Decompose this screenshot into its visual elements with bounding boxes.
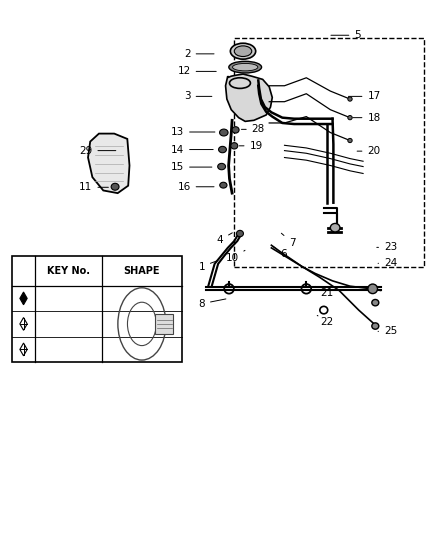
Text: 3: 3 — [184, 91, 212, 101]
Ellipse shape — [348, 116, 352, 120]
Ellipse shape — [232, 127, 239, 133]
Text: 24: 24 — [378, 259, 397, 268]
Bar — [12, 256, 182, 362]
Ellipse shape — [330, 223, 340, 232]
Ellipse shape — [372, 323, 379, 329]
Text: 29: 29 — [79, 146, 116, 156]
Text: KEY No.: KEY No. — [47, 266, 90, 276]
Ellipse shape — [220, 182, 227, 188]
Text: 20: 20 — [357, 146, 381, 156]
Text: 7: 7 — [281, 233, 296, 247]
Text: 16: 16 — [177, 182, 214, 192]
Polygon shape — [20, 292, 27, 305]
Ellipse shape — [237, 230, 244, 237]
Text: 15: 15 — [171, 162, 212, 172]
Text: 19: 19 — [239, 141, 263, 151]
Text: SHAPE: SHAPE — [124, 266, 160, 276]
Ellipse shape — [111, 183, 119, 190]
Text: 10: 10 — [226, 251, 245, 263]
Polygon shape — [226, 74, 272, 122]
Ellipse shape — [219, 129, 228, 136]
Text: 14: 14 — [171, 144, 213, 155]
Ellipse shape — [218, 164, 226, 169]
Ellipse shape — [229, 61, 261, 73]
Text: 13: 13 — [171, 127, 215, 137]
Text: 8: 8 — [198, 298, 226, 309]
Text: 18: 18 — [353, 112, 381, 123]
Text: 23: 23 — [377, 243, 397, 252]
Polygon shape — [88, 134, 130, 193]
Ellipse shape — [372, 300, 379, 306]
Ellipse shape — [234, 46, 252, 56]
Ellipse shape — [368, 284, 378, 294]
Text: 4: 4 — [217, 233, 232, 245]
Text: 25: 25 — [378, 326, 397, 336]
Bar — [155, 314, 173, 334]
Text: 21: 21 — [315, 286, 334, 297]
Bar — [234, 38, 424, 266]
Ellipse shape — [230, 43, 256, 59]
Ellipse shape — [233, 63, 258, 71]
Ellipse shape — [348, 97, 352, 101]
Text: 2: 2 — [184, 49, 214, 59]
Text: 11: 11 — [79, 182, 108, 192]
Text: 22: 22 — [317, 316, 334, 327]
Polygon shape — [20, 343, 27, 356]
Ellipse shape — [231, 143, 238, 149]
Text: 28: 28 — [241, 124, 265, 134]
Text: 1: 1 — [198, 261, 216, 271]
Text: 12: 12 — [177, 67, 216, 76]
Text: 17: 17 — [348, 91, 381, 101]
Text: 5: 5 — [331, 30, 361, 41]
Text: 6: 6 — [273, 246, 287, 259]
Ellipse shape — [348, 139, 352, 143]
Polygon shape — [20, 318, 27, 330]
Ellipse shape — [219, 147, 226, 153]
